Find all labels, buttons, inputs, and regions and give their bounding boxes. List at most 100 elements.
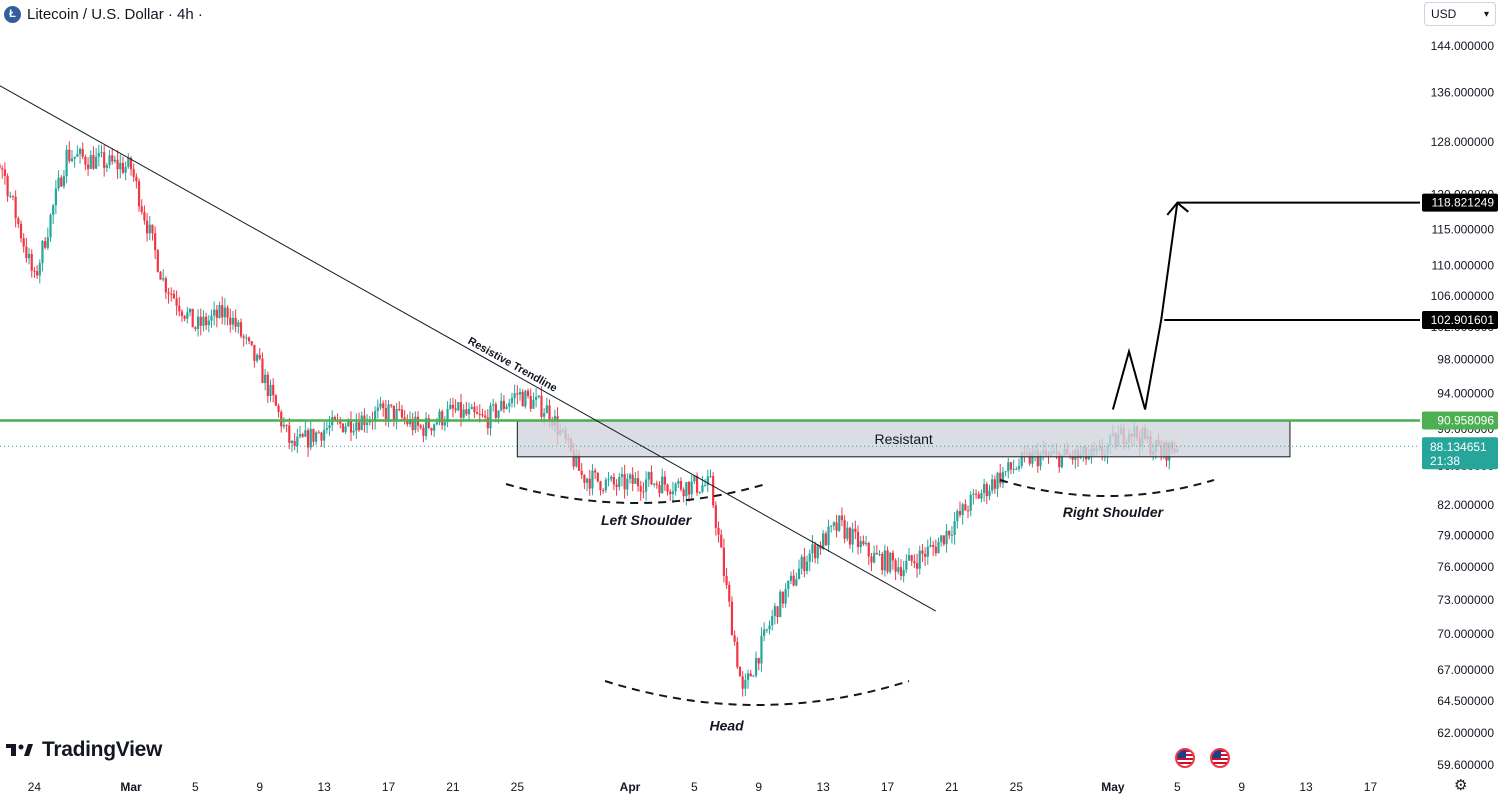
candle-body [154, 233, 157, 251]
us-flag-icon[interactable] [1210, 748, 1230, 768]
price-tick-label: 98.000000 [1437, 353, 1494, 367]
candle-body [355, 422, 358, 431]
price-tick-label: 82.000000 [1437, 498, 1494, 512]
candle-body [811, 544, 814, 554]
candle-body [789, 575, 793, 581]
candle-body [537, 395, 540, 397]
candle-body [840, 515, 844, 521]
time-tick-label: 13 [317, 780, 331, 794]
candle-body [897, 567, 900, 572]
time-axis: 24 Mar 5 9 13 17 21 25 Apr 5 9 13 17 21 25 May 5 9 13 17 [28, 780, 1378, 794]
candle-body [261, 358, 264, 384]
candle-body [54, 188, 57, 206]
candle-body [317, 432, 320, 434]
candle-body [502, 400, 506, 409]
candle-body [86, 164, 90, 169]
candle-body [443, 422, 446, 426]
candle-body [993, 479, 996, 489]
candle-body [663, 476, 666, 485]
candle-body [100, 152, 103, 154]
candle-body [11, 195, 15, 197]
candle-body [245, 337, 248, 339]
candle-body [242, 336, 245, 338]
candle-body [803, 556, 806, 572]
candle-body [36, 271, 39, 276]
resistance-zone-label: Resistant [874, 431, 932, 447]
time-tick-label: Apr [620, 780, 641, 794]
candle-body [264, 374, 267, 384]
gear-icon[interactable]: ⚙ [1454, 777, 1468, 794]
candle-body [934, 546, 937, 554]
candle-body [907, 555, 911, 561]
left-shoulder-arc [505, 483, 767, 504]
tradingview-wordmark: TradingView [42, 738, 163, 761]
candle-body [548, 405, 551, 420]
candle-body [720, 534, 723, 548]
candle-body [977, 494, 980, 499]
candle-body [384, 408, 387, 420]
time-tick-label: Mar [120, 780, 142, 794]
candle-body [628, 474, 632, 479]
candle-body [285, 424, 288, 426]
candle-body [712, 476, 715, 506]
candle-body [899, 567, 903, 577]
candle-body [631, 474, 634, 484]
candle-body [1017, 466, 1021, 469]
candle-body [178, 305, 181, 312]
candle-body [771, 616, 774, 626]
candle-body [937, 541, 940, 554]
candle-body [964, 504, 967, 511]
candle-body [543, 413, 546, 417]
candle-body [763, 629, 766, 636]
candle-body [921, 550, 924, 554]
candle-body [956, 511, 959, 522]
candle-body [277, 405, 280, 412]
candle-body [349, 419, 353, 433]
time-tick-label: 17 [382, 780, 396, 794]
candle-body [733, 635, 736, 642]
candle-body [580, 470, 583, 475]
candle-body [983, 484, 986, 493]
candle-body [854, 528, 857, 532]
candle-body [961, 504, 964, 515]
us-flag-icon[interactable] [1175, 748, 1195, 768]
candle-body [103, 152, 106, 168]
time-tick-label: 25 [1010, 780, 1024, 794]
candle-body [948, 530, 951, 536]
time-tick-label: 9 [1238, 780, 1245, 794]
symbol-header[interactable]: Ł Litecoin / U.S. Dollar · 4h · [4, 3, 203, 25]
candle-body [162, 278, 165, 280]
candle-body [33, 270, 36, 272]
candle-body [304, 430, 307, 437]
candle-body [84, 156, 87, 165]
candle-body [247, 337, 251, 342]
candle-body [186, 312, 189, 319]
candle-body [205, 316, 208, 326]
candle-body [403, 417, 406, 420]
time-tick-label: 5 [691, 780, 698, 794]
candle-body [68, 149, 71, 162]
candle-body [22, 238, 25, 247]
candle-body [108, 155, 111, 166]
candle-body [966, 510, 970, 512]
candle-body [296, 436, 299, 446]
candle-body [760, 635, 763, 664]
currency-select[interactable]: USD ▾ [1424, 2, 1496, 26]
price-tick-label: 115.000000 [1431, 222, 1494, 236]
candle-body [926, 546, 929, 557]
candle-body [73, 156, 76, 159]
candle-body [1036, 450, 1039, 467]
candle-body [352, 430, 355, 433]
candle-body [814, 544, 817, 559]
candle-body [473, 406, 476, 413]
candle-body [419, 425, 422, 428]
candle-body [183, 315, 186, 319]
candle-body [95, 156, 98, 169]
candle-body [846, 527, 849, 539]
candle-body [612, 476, 616, 485]
price-tick-label: 128.000000 [1431, 135, 1495, 149]
candle-body [3, 169, 7, 177]
tradingview-logo[interactable]: TradingView [6, 738, 162, 762]
candle-body [229, 317, 232, 325]
